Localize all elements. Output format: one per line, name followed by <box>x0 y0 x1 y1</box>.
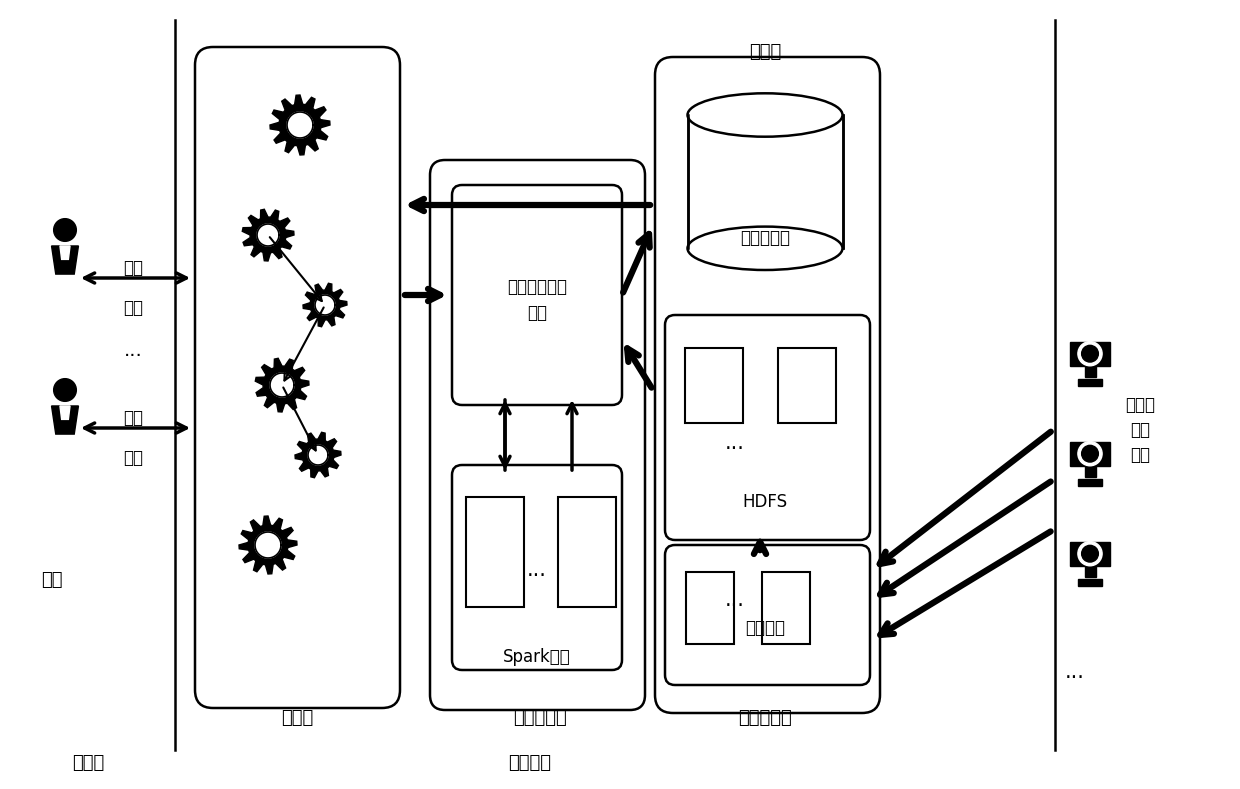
Polygon shape <box>242 209 294 261</box>
Text: 服务层: 服务层 <box>281 709 314 727</box>
Text: 存储层: 存储层 <box>749 43 781 61</box>
FancyBboxPatch shape <box>430 160 645 710</box>
Bar <box>466 497 525 607</box>
Text: 响应: 响应 <box>123 299 143 317</box>
Text: 请求: 请求 <box>123 409 143 427</box>
Bar <box>687 115 842 249</box>
Text: Spark集群: Spark集群 <box>503 648 570 666</box>
Bar <box>684 348 743 423</box>
Polygon shape <box>60 246 69 260</box>
FancyArrowPatch shape <box>624 234 650 293</box>
Polygon shape <box>303 283 347 327</box>
FancyArrowPatch shape <box>404 289 440 301</box>
Text: 用户: 用户 <box>41 571 63 589</box>
Text: 客户端: 客户端 <box>72 754 104 772</box>
Text: 请求: 请求 <box>123 259 143 277</box>
FancyArrowPatch shape <box>500 400 510 466</box>
Text: ...: ... <box>1065 662 1085 682</box>
FancyArrowPatch shape <box>84 423 186 433</box>
Bar <box>1070 342 1110 366</box>
FancyArrowPatch shape <box>880 532 1050 635</box>
Bar <box>1085 366 1095 377</box>
Bar <box>1085 466 1095 477</box>
Text: HDFS: HDFS <box>743 493 787 511</box>
Bar <box>1085 566 1095 577</box>
Text: 数据采集层: 数据采集层 <box>738 709 792 727</box>
Polygon shape <box>52 246 78 274</box>
Polygon shape <box>286 112 312 138</box>
FancyBboxPatch shape <box>655 57 880 713</box>
Polygon shape <box>270 373 294 397</box>
Bar <box>1078 480 1102 485</box>
Bar <box>1078 380 1102 386</box>
FancyArrowPatch shape <box>879 432 1050 564</box>
Polygon shape <box>60 406 69 420</box>
FancyArrowPatch shape <box>84 273 186 283</box>
Polygon shape <box>255 358 309 412</box>
Text: ...: ... <box>124 341 143 360</box>
FancyArrowPatch shape <box>880 481 1050 595</box>
Text: 采集装置: 采集装置 <box>745 619 785 637</box>
Circle shape <box>1078 442 1102 466</box>
FancyArrowPatch shape <box>754 542 766 554</box>
FancyArrowPatch shape <box>567 404 577 470</box>
FancyBboxPatch shape <box>665 545 870 685</box>
Bar <box>1070 442 1110 466</box>
Polygon shape <box>255 532 281 558</box>
FancyArrowPatch shape <box>500 404 510 470</box>
Bar <box>686 572 734 644</box>
Text: ...: ... <box>725 590 745 610</box>
Ellipse shape <box>687 226 842 270</box>
FancyArrowPatch shape <box>412 199 650 211</box>
Polygon shape <box>315 295 335 315</box>
Text: ...: ... <box>527 560 547 580</box>
Polygon shape <box>295 432 341 477</box>
Circle shape <box>1078 342 1102 366</box>
Text: 城市交
通摄
像头: 城市交 通摄 像头 <box>1125 396 1154 464</box>
Text: 响应: 响应 <box>123 449 143 467</box>
Circle shape <box>1078 541 1102 566</box>
Text: 关系数据库: 关系数据库 <box>740 229 790 247</box>
FancyArrowPatch shape <box>627 348 651 387</box>
Bar <box>1070 541 1110 566</box>
Text: 数据分析层: 数据分析层 <box>513 709 567 727</box>
Circle shape <box>1081 445 1099 462</box>
FancyBboxPatch shape <box>195 47 401 708</box>
Polygon shape <box>270 95 330 155</box>
Circle shape <box>53 219 77 241</box>
FancyBboxPatch shape <box>665 315 870 540</box>
Polygon shape <box>52 406 78 434</box>
FancyBboxPatch shape <box>453 465 622 670</box>
Ellipse shape <box>687 93 842 136</box>
FancyBboxPatch shape <box>453 185 622 405</box>
Bar <box>558 497 616 607</box>
Bar <box>1078 579 1102 585</box>
Bar <box>763 572 810 644</box>
Text: 服务器端: 服务器端 <box>508 754 552 772</box>
Text: ...: ... <box>725 433 745 453</box>
Polygon shape <box>257 224 279 246</box>
Bar <box>777 348 836 423</box>
Circle shape <box>1081 346 1099 362</box>
Circle shape <box>53 379 77 402</box>
Polygon shape <box>308 445 329 465</box>
Circle shape <box>1081 545 1099 562</box>
Text: 动态拼车分析
模块: 动态拼车分析 模块 <box>507 278 567 322</box>
Polygon shape <box>239 516 298 574</box>
